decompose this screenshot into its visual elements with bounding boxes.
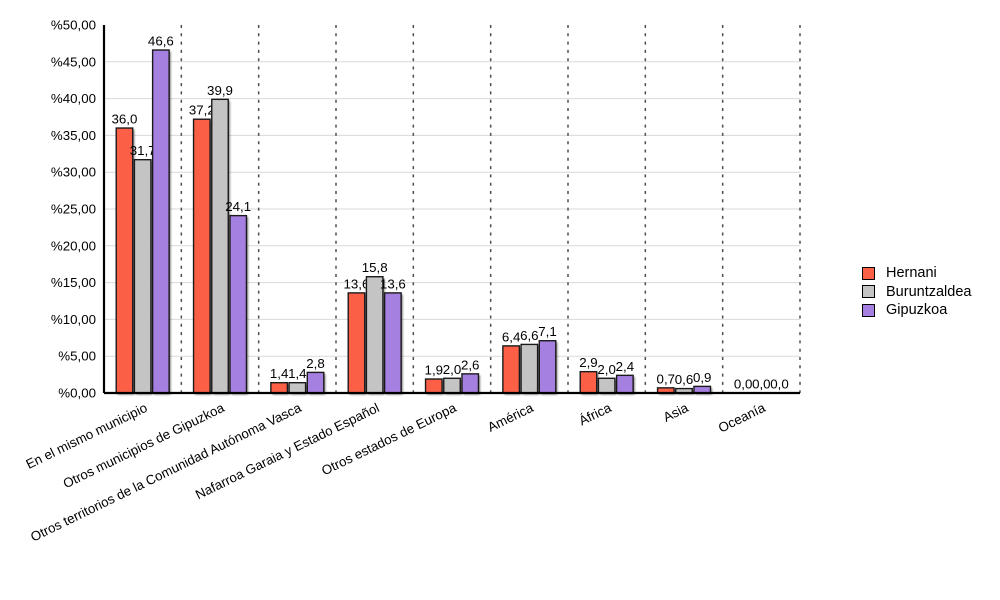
svg-text:7,1: 7,1 (538, 324, 557, 339)
svg-text:0,0: 0,0 (734, 377, 753, 392)
svg-text:2,6: 2,6 (461, 357, 480, 372)
svg-text:1,9: 1,9 (425, 363, 444, 378)
svg-text:0,6: 0,6 (675, 372, 694, 387)
svg-text:2,0: 2,0 (443, 362, 462, 377)
svg-text:0,9: 0,9 (693, 370, 712, 385)
svg-text:%40,00: %40,00 (51, 91, 96, 106)
svg-text:1,4: 1,4 (288, 366, 307, 381)
svg-text:%0,00: %0,00 (58, 386, 96, 401)
svg-text:%15,00: %15,00 (51, 275, 96, 290)
svg-text:%10,00: %10,00 (51, 312, 96, 327)
svg-text:1,4: 1,4 (270, 366, 289, 381)
svg-text:15,8: 15,8 (362, 260, 388, 275)
svg-text:0,0: 0,0 (752, 377, 771, 392)
svg-text:%20,00: %20,00 (51, 238, 96, 253)
svg-text:2,9: 2,9 (579, 355, 598, 370)
svg-text:24,1: 24,1 (225, 199, 251, 214)
svg-text:6,6: 6,6 (520, 328, 539, 343)
svg-text:36,0: 36,0 (112, 112, 138, 127)
svg-text:2,4: 2,4 (616, 359, 635, 374)
svg-text:6,4: 6,4 (502, 329, 521, 344)
svg-text:%5,00: %5,00 (58, 349, 96, 364)
svg-text:%35,00: %35,00 (51, 128, 96, 143)
svg-text:2,0: 2,0 (597, 362, 616, 377)
svg-text:%30,00: %30,00 (51, 165, 96, 180)
svg-text:%45,00: %45,00 (51, 54, 96, 69)
svg-text:46,6: 46,6 (148, 34, 174, 49)
svg-text:37,2: 37,2 (189, 103, 215, 118)
svg-text:2,8: 2,8 (306, 356, 325, 371)
svg-text:%50,00: %50,00 (51, 18, 96, 33)
svg-text:13,6: 13,6 (380, 276, 406, 291)
svg-text:0,7: 0,7 (657, 371, 676, 386)
svg-text:0,0: 0,0 (770, 377, 789, 392)
svg-text:39,9: 39,9 (207, 83, 233, 98)
svg-text:%25,00: %25,00 (51, 202, 96, 217)
svg-text:31,7: 31,7 (130, 143, 156, 158)
svg-text:13,6: 13,6 (344, 276, 370, 291)
